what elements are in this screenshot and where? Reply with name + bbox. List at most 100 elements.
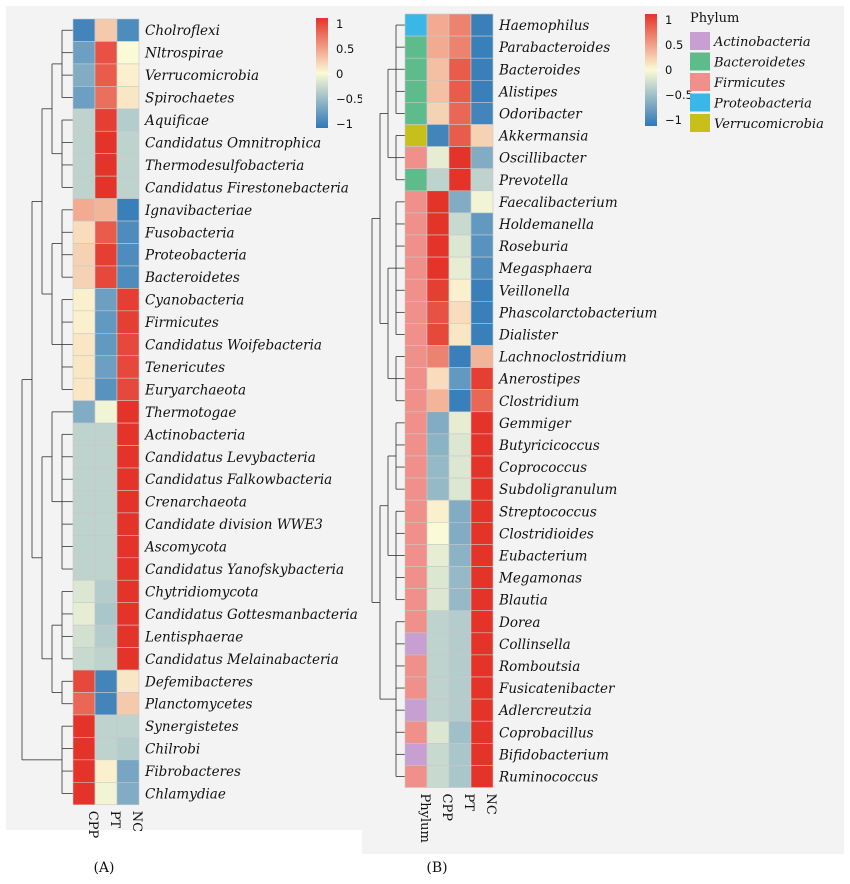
cell-a-candidatus-woifebacteria-pt — [94, 332, 118, 357]
cell-b-odoribacter-nc — [470, 102, 494, 125]
phylum-cell-subdoligranulum — [404, 477, 428, 501]
cell-a-candidatus-melainabacteria-nc — [116, 647, 140, 671]
cell-b-blautia-pt — [448, 588, 472, 611]
cell-b-dialister-nc — [470, 323, 494, 346]
cell-b-ruminococcus-pt — [448, 765, 472, 788]
panel-a-background — [6, 6, 386, 830]
cell-b-subdoligranulum-pt — [448, 477, 472, 501]
phylum-cell-prevotella — [404, 168, 428, 192]
row-label-a-nltrospirae: Nltrospirae — [144, 46, 224, 62]
legend-label-bacteroidetes: Bacteroidetes — [713, 56, 806, 71]
cell-a-chytridiomycota-pt — [94, 579, 118, 604]
cell-b-holdemanella-pt — [448, 212, 472, 236]
cell-a-proteobacteria-cpp — [72, 243, 96, 267]
cell-a-chlamydiae-pt — [94, 781, 118, 806]
column-label-b-phylum: Phylum — [417, 794, 432, 843]
cell-b-anerostipes-nc — [470, 367, 494, 391]
cell-b-prevotella-pt — [448, 168, 472, 192]
row-label-b-ruminococcus: Ruminococcus — [498, 769, 598, 785]
cell-b-megamonas-nc — [470, 566, 494, 589]
colorbar-tick-label: 0.5 — [665, 38, 683, 52]
phylum-cell-ruminococcus — [404, 765, 428, 788]
cell-a-tenericutes-cpp — [72, 355, 96, 379]
cell-b-fusicatenibacter-pt — [448, 676, 472, 700]
cell-b-bacteroides-cpp — [426, 57, 450, 81]
cell-b-alistipes-cpp — [426, 80, 450, 103]
cell-b-oscillibacter-nc — [470, 146, 494, 170]
column-label-b-nc: NC — [483, 794, 498, 815]
cell-b-clostridium-cpp — [426, 389, 450, 413]
row-label-b-coprobacillus: Coprobacillus — [499, 725, 594, 741]
cell-a-thermotogae-cpp — [72, 400, 96, 424]
cell-b-romboutsia-nc — [470, 654, 494, 678]
cell-a-candidatus-omnitrophica-pt — [94, 130, 118, 155]
cell-a-spirochaetes-nc — [116, 86, 140, 110]
cell-b-coprococcus-cpp — [426, 455, 450, 479]
column-label-a-cpp: CPP — [85, 811, 100, 839]
cell-b-megasphaera-pt — [448, 256, 472, 280]
phylum-cell-eubacterium — [404, 544, 428, 567]
column-label-a-pt: PT — [107, 811, 122, 829]
cell-a-candidatus-omnitrophica-cpp — [72, 130, 96, 155]
cell-a-thermotogae-pt — [94, 400, 118, 424]
panel-b-column-labels: Phylum CPP PT NC — [417, 794, 498, 843]
cell-b-ruminococcus-nc — [470, 765, 494, 788]
cell-a-firmicutes-cpp — [72, 310, 96, 334]
cell-b-roseburia-pt — [448, 234, 472, 258]
row-label-b-megasphaera: Megasphaera — [498, 261, 592, 277]
phylum-cell-holdemanella — [404, 212, 428, 236]
phylum-cell-bifidobacterium — [404, 742, 428, 766]
cell-b-lachnoclostridium-nc — [470, 345, 494, 368]
cell-b-clostridioides-nc — [470, 521, 494, 545]
cell-a-candidatus-gottesmanbacteria-pt — [94, 602, 118, 626]
cell-a-defemibacteres-nc — [116, 669, 140, 693]
row-label-b-faecalibacterium: Faecalibacterium — [498, 195, 618, 211]
cell-b-veillonella-nc — [470, 278, 494, 302]
row-label-b-collinsella: Collinsella — [499, 637, 571, 653]
cell-b-megamonas-cpp — [426, 566, 450, 589]
cell-a-candidatus-omnitrophica-nc — [116, 130, 140, 155]
phylum-cell-veillonella — [404, 278, 428, 302]
colorbar-tick-label: 0 — [665, 63, 672, 77]
cell-a-aquificae-pt — [94, 108, 118, 132]
row-label-a-lentisphaerae: Lentisphaerae — [144, 629, 243, 645]
row-label-b-blautia: Blautia — [498, 593, 548, 609]
row-label-b-odoribacter: Odoribacter — [499, 106, 583, 122]
cell-b-collinsella-pt — [448, 632, 472, 656]
cell-a-lentisphaerae-pt — [94, 624, 118, 648]
cell-b-haemophilus-nc — [470, 13, 494, 37]
panel-b: Haemophilus Parabacteroides Bacteroides Ali… — [362, 6, 844, 876]
row-label-a-proteobacteria: Proteobacteria — [144, 248, 247, 264]
phylum-cell-anerostipes — [404, 367, 428, 391]
cell-b-alistipes-nc — [470, 80, 494, 103]
row-label-a-cyanobacteria: Cyanobacteria — [145, 293, 244, 309]
cell-a-crenarchaeota-nc — [116, 490, 140, 514]
cell-b-bifidobacterium-cpp — [426, 742, 450, 766]
row-label-b-butyricicoccus: Butyricicoccus — [498, 438, 600, 454]
legend-label-verrucomicrobia: Verrucomicrobia — [714, 117, 824, 132]
cell-a-tenericutes-nc — [116, 355, 140, 379]
cell-a-tenericutes-pt — [94, 355, 118, 379]
cell-a-fusobacteria-pt — [94, 220, 118, 244]
panel-a-cells — [72, 18, 140, 806]
row-label-a-thermotogae: Thermotogae — [145, 405, 236, 421]
cell-b-dialister-pt — [448, 323, 472, 346]
cell-a-euryarchaeota-cpp — [72, 377, 96, 401]
cell-a-fibrobacteres-cpp — [72, 759, 96, 783]
phylum-cell-streptococcus — [404, 499, 428, 523]
row-label-b-clostridioides: Clostridioides — [499, 526, 594, 542]
cell-b-dialister-cpp — [426, 323, 450, 346]
cell-a-thermodesulfobacteria-pt — [94, 153, 118, 177]
cell-b-phascolarctobacterium-nc — [470, 300, 494, 324]
cell-b-bacteroides-nc — [470, 57, 494, 81]
phylum-cell-dialister — [404, 323, 428, 346]
cell-b-odoribacter-cpp — [426, 102, 450, 125]
cell-a-fusobacteria-cpp — [72, 220, 96, 244]
cell-a-verrucomicrobia-nc — [116, 63, 140, 87]
cell-a-candidatus-woifebacteria-cpp — [72, 332, 96, 357]
cell-a-candidatus-falkowbacteria-nc — [116, 467, 140, 491]
row-label-b-dialister: Dialister — [498, 327, 559, 343]
cell-a-euryarchaeota-pt — [94, 377, 118, 401]
